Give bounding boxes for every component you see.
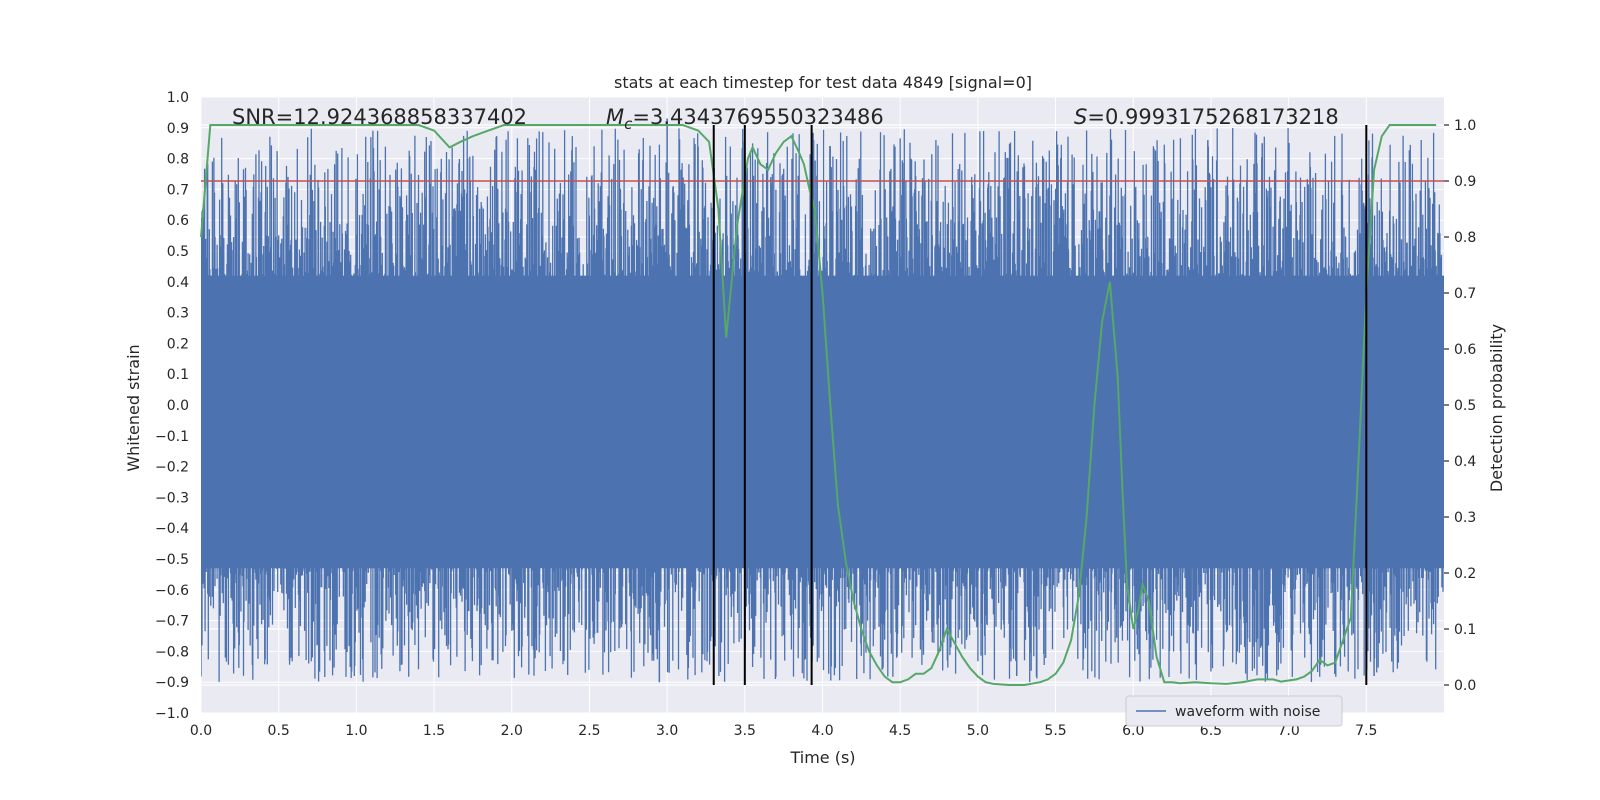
y-axis-label: Whitened strain	[124, 344, 143, 471]
x-tick-label: 7.0	[1277, 723, 1299, 739]
right-y-axis-label: Detection probability	[1487, 324, 1506, 492]
x-tick-label: 4.0	[811, 723, 833, 739]
right-y-tick-label: 0.6	[1454, 342, 1476, 358]
x-tick-label: 3.0	[656, 723, 678, 739]
y-tick-label: −0.3	[155, 490, 189, 506]
x-tick-label: 1.0	[345, 723, 367, 739]
x-axis-ticks: 0.0 0.5 1.0 1.5 2.0 2.5 3.0 3.5 4.0 4.5 5.0 5.5 6.0 6…	[190, 723, 1378, 739]
right-y-tick-label: 0.4	[1454, 454, 1476, 470]
y-tick-label: 0.3	[167, 306, 189, 322]
y-tick-label: −0.5	[155, 552, 189, 568]
right-y-tick-label: 1.0	[1454, 118, 1476, 134]
x-tick-label: 7.5	[1355, 723, 1377, 739]
x-tick-label: 6.0	[1122, 723, 1144, 739]
y-tick-label: 0.1	[167, 367, 189, 383]
right-y-tick-label: 0.0	[1454, 678, 1476, 694]
chart-title: stats at each timestep for test data 484…	[614, 73, 1032, 92]
y-tick-label: −0.8	[155, 644, 189, 660]
legend: waveform with noise	[1125, 695, 1343, 727]
legend-box	[1125, 695, 1343, 727]
right-y-axis-ticks: 1.0 0.9 0.8 0.7 0.6 0.5 0.4 0.3 0.2 0.1 0.0	[1444, 118, 1476, 694]
x-tick-label: 0.0	[190, 723, 212, 739]
right-y-tick-label: 0.3	[1454, 510, 1476, 526]
chirp-mass-symbol: M	[606, 105, 624, 129]
y-tick-label: 0.6	[167, 213, 189, 229]
x-tick-label: 1.5	[423, 723, 445, 739]
legend-label: waveform with noise	[1175, 704, 1320, 720]
y-tick-label: −0.7	[155, 614, 189, 630]
statistic-symbol: S	[1074, 105, 1087, 129]
right-y-tick-label: 0.8	[1454, 230, 1476, 246]
y-tick-label: −0.9	[155, 675, 189, 691]
right-y-tick-label: 0.9	[1454, 174, 1476, 190]
right-y-tick-label: 0.2	[1454, 566, 1476, 582]
x-tick-label: 5.5	[1044, 723, 1066, 739]
detection-probability-series	[200, 124, 1444, 686]
right-y-tick-label: 0.7	[1454, 286, 1476, 302]
y-tick-label: 0.2	[167, 336, 189, 352]
statistic-annotation: S=0.9993175268173218	[1074, 105, 1339, 129]
chirp-mass-value: =3.4343769550323486	[632, 105, 883, 129]
x-tick-label: 5.0	[967, 723, 989, 739]
x-tick-label: 3.5	[734, 723, 756, 739]
chirp-mass-subscript: c	[624, 115, 633, 133]
event-markers	[712, 125, 1368, 685]
right-y-tick-label: 0.1	[1454, 622, 1476, 638]
statistic-value: =0.9993175268173218	[1087, 105, 1338, 129]
snr-annotation: SNR=12.924368858337402	[232, 105, 527, 129]
y-tick-label: 0.4	[167, 275, 189, 291]
y-tick-label: −0.2	[155, 460, 189, 476]
noise-waveform-series	[201, 118, 1444, 683]
x-tick-label: 6.5	[1200, 723, 1222, 739]
x-axis-label: Time (s)	[789, 748, 855, 767]
y-tick-label: −1.0	[155, 706, 189, 722]
noise-waveform-line	[201, 128, 1444, 683]
y-tick-label: 0.8	[167, 152, 189, 168]
y-tick-label: 1.0	[167, 90, 189, 106]
detection-probability-line	[200, 124, 1437, 686]
y-tick-label: −0.4	[155, 521, 189, 537]
x-tick-label: 2.0	[501, 723, 523, 739]
y-tick-label: 0.5	[167, 244, 189, 260]
y-axis-ticks: 1.0 0.9 0.8 0.7 0.6 0.5 0.4 0.3 0.2 0.1 0.0 −0.1 −0.…	[155, 90, 189, 722]
y-tick-label: −0.1	[155, 429, 189, 445]
x-tick-label: 4.5	[889, 723, 911, 739]
y-tick-label: 0.9	[167, 121, 189, 137]
x-tick-label: 0.5	[268, 723, 290, 739]
chirp-mass-annotation: Mc=3.4343769550323486	[606, 105, 884, 133]
x-tick-label: 2.5	[578, 723, 600, 739]
y-tick-label: 0.7	[167, 182, 189, 198]
y-tick-label: −0.6	[155, 583, 189, 599]
right-y-tick-label: 0.5	[1454, 398, 1476, 414]
y-tick-label: 0.0	[167, 398, 189, 414]
